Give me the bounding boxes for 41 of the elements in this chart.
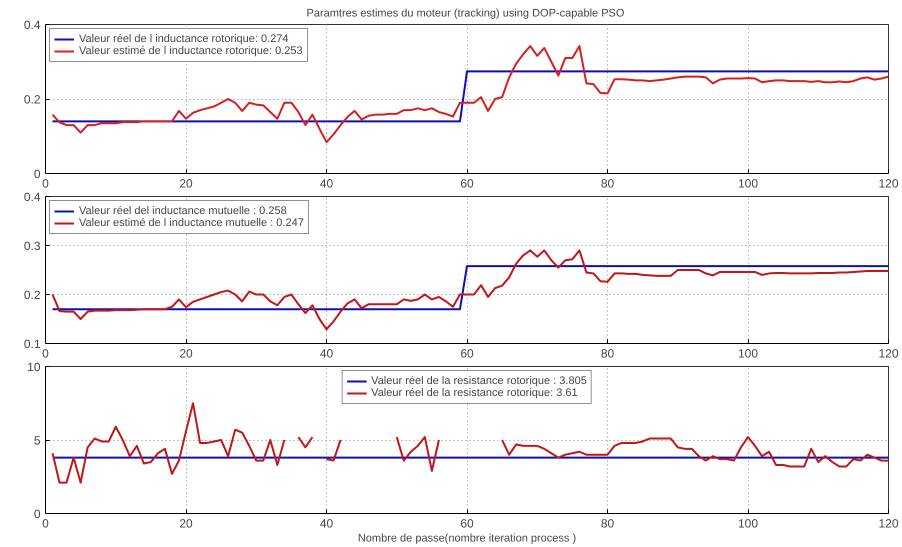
x-tick-label: 40 [320, 346, 334, 360]
y-tick-label: 5 [34, 434, 41, 448]
x-tick-label: 80 [600, 516, 614, 530]
x-tick-label: 0 [42, 176, 50, 190]
legend-label: Valeur réel de la resistance rotorique: 3.61 [371, 387, 578, 399]
legend-label: Valeur estimé de l inductance rotorique: 0.253 [79, 45, 303, 57]
x-axis-title: Nombre de passe(nombre iteration process ) [358, 532, 576, 544]
x-tick-label: 0 [42, 346, 50, 360]
legend-label: Valeur réel de la resistance rotorique : 3.805 [371, 375, 587, 387]
x-tick-label: 60 [460, 176, 474, 190]
line-series [52, 249, 888, 330]
y-tick-label: 10 [27, 360, 41, 374]
x-tick-label: 20 [179, 346, 193, 360]
x-tick-label: 60 [460, 346, 474, 360]
x-tick-label: 120 [878, 346, 899, 360]
legend-label: Valeur réel del inductance mutuelle : 0.258 [79, 205, 287, 217]
x-tick-label: 120 [878, 516, 899, 530]
x-tick-label: 20 [179, 516, 193, 530]
x-tick-label: 100 [738, 346, 758, 360]
y-tick-label: 0.3 [24, 239, 41, 253]
y-tick-label: 0.4 [24, 18, 41, 32]
x-tick-label: 20 [179, 176, 193, 190]
x-tick-label: 120 [878, 176, 899, 190]
y-tick-label: 0 [34, 167, 41, 181]
line-series [52, 45, 888, 144]
y-tick-label: 0 [34, 507, 41, 521]
y-tick-label: 0.2 [24, 92, 41, 106]
y-tick-label: 0.2 [24, 288, 41, 302]
chart-title: Paramtres estimes du moteur (tracking) using DOP-capable PSO [306, 8, 625, 20]
legend-label: Valeur réel de l inductance rotorique: 0.274 [79, 33, 289, 45]
x-tick-label: 40 [320, 176, 334, 190]
x-tick-label: 100 [738, 516, 758, 530]
x-tick-label: 40 [320, 516, 334, 530]
x-tick-label: 100 [738, 176, 758, 190]
x-tick-label: 80 [600, 346, 614, 360]
legend-label: Valeur estimé de l inductance mutuelle : 0.247 [79, 217, 304, 229]
y-tick-label: 0.4 [24, 190, 41, 204]
y-tick-label: 0.1 [24, 337, 41, 351]
x-tick-label: 80 [600, 176, 614, 190]
x-tick-label: 0 [42, 516, 50, 530]
x-tick-label: 60 [460, 516, 474, 530]
